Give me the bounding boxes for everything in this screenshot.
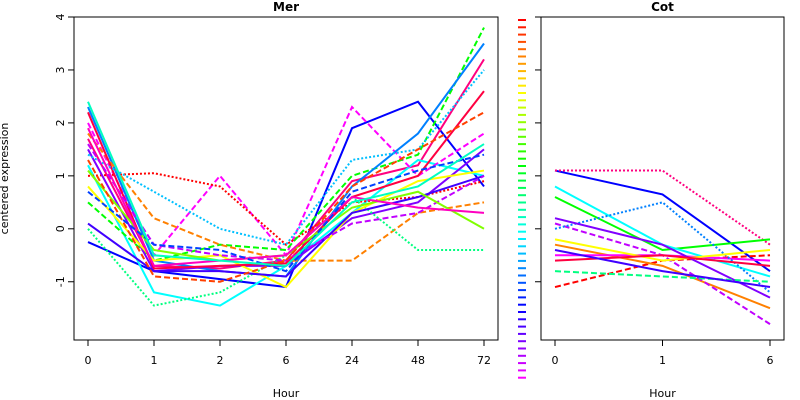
- panel: Mer 0 1 2 6 24 48 72 -1 0 1 2 3 4 Hour centered express…: [0, 0, 499, 400]
- series-line: [554, 270, 771, 283]
- series-line: [555, 169, 771, 246]
- x-tick-label: 0: [85, 354, 92, 367]
- series-line: [87, 127, 485, 267]
- x-tick-label: 1: [659, 354, 666, 367]
- x-tick-label: 0: [552, 354, 559, 367]
- x-tick-label: 24: [345, 354, 359, 367]
- series-line: [87, 172, 485, 246]
- series-line: [87, 90, 485, 270]
- y-tick-label: 3: [54, 66, 67, 73]
- y-tick-label: 0: [54, 225, 67, 232]
- series-line: [554, 254, 771, 267]
- y-axis-label: centered expression: [0, 123, 11, 235]
- series-line: [554, 217, 771, 299]
- series-line: [554, 249, 771, 289]
- y-tick-label: 4: [54, 14, 67, 21]
- x-axis-label: Hour: [649, 387, 676, 400]
- x-tick-label: 6: [283, 354, 290, 367]
- x-axis-label: Hour: [273, 387, 300, 400]
- chart-title: Cot: [651, 0, 674, 14]
- x-tick-label: 48: [411, 354, 425, 367]
- series-line: [87, 58, 485, 270]
- series-line: [87, 111, 485, 283]
- x-tick-label: 1: [151, 354, 158, 367]
- series-line: [87, 69, 485, 246]
- series-line: [554, 169, 771, 272]
- series-line: [87, 174, 485, 278]
- chart-title: Mer: [273, 0, 299, 14]
- x-tick-label: 72: [477, 354, 491, 367]
- y-tick-label: 1: [54, 172, 67, 179]
- x-tick-label: 6: [767, 354, 774, 367]
- y-tick-label: 2: [54, 119, 67, 126]
- series-line: [554, 196, 771, 252]
- y-tick-label: -1: [54, 276, 67, 287]
- series-line: [87, 169, 485, 289]
- series-line: [87, 27, 485, 262]
- series-line: [554, 222, 771, 325]
- series-line: [87, 153, 485, 273]
- plot-frame: [540, 16, 785, 341]
- panel: Cot 0 1 6 Hour: [535, 0, 785, 400]
- series-line: [554, 243, 771, 310]
- x-tick-label: 2: [217, 354, 224, 367]
- series-line: [87, 101, 485, 267]
- series-line: [554, 238, 771, 262]
